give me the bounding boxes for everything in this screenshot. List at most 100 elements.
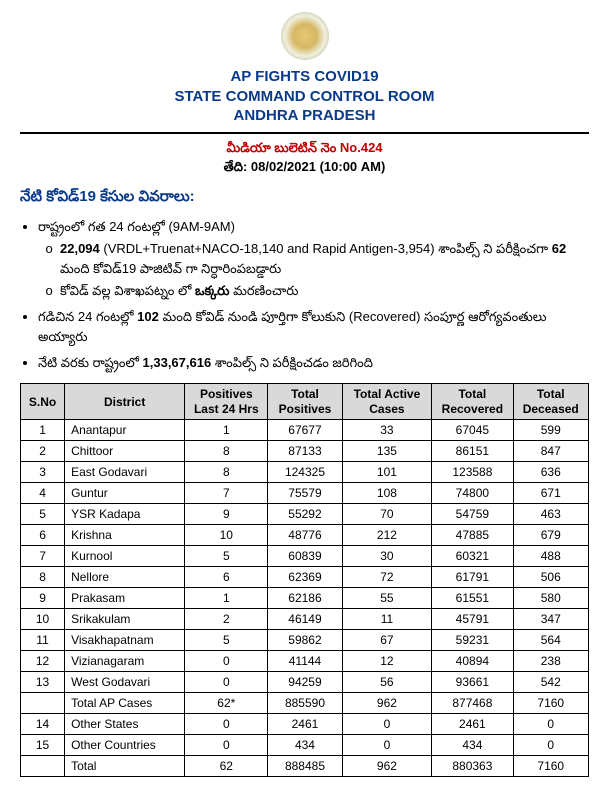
cell-value: 45791 <box>432 609 513 630</box>
cell-value: 61551 <box>432 588 513 609</box>
bullet-list: రాష్ట్రంలో గత 24 గంటల్లో (9AM-9AM) 22,09… <box>38 217 589 374</box>
cell-value: 0 <box>513 735 589 756</box>
col-totpos: Total Positives <box>268 384 342 420</box>
table-row: Total628884859628803637160 <box>21 756 589 777</box>
cell-value: 0 <box>513 714 589 735</box>
bullet-1-sub-2-b: మరణించారు <box>229 283 298 298</box>
cell-sno: 9 <box>21 588 65 609</box>
cell-value: 30 <box>342 546 432 567</box>
table-row: 7Kurnool5608393060321488 <box>21 546 589 567</box>
cell-value: 75579 <box>268 483 342 504</box>
cell-district: Other States <box>65 714 185 735</box>
cell-value: 67045 <box>432 420 513 441</box>
cell-value: 62369 <box>268 567 342 588</box>
table-row: 13West Godavari0942595693661542 <box>21 672 589 693</box>
cell-sno: 7 <box>21 546 65 567</box>
bullet-1-sub-1-mid: (VRDL+Truenat+NACO-18,140 and Rapid Anti… <box>100 241 552 256</box>
cell-value: 212 <box>342 525 432 546</box>
table-row: 14Other States02461024610 <box>21 714 589 735</box>
cell-district: Vizianagaram <box>65 651 185 672</box>
cell-value: 6 <box>185 567 268 588</box>
table-row: 1Anantapur1676773367045599 <box>21 420 589 441</box>
bullet-1-sub-2-a: కోవిడ్ వల్ల విశాఖపట్నం లో <box>60 283 195 298</box>
cell-sno: 1 <box>21 420 65 441</box>
cell-district: Other Countries <box>65 735 185 756</box>
cell-value: 72 <box>342 567 432 588</box>
cell-sno: 10 <box>21 609 65 630</box>
cell-value: 67 <box>342 630 432 651</box>
cell-value: 5 <box>185 546 268 567</box>
table-row: 3East Godavari8124325101123588636 <box>21 462 589 483</box>
date-value: 08/02/2021 (10:00 AM) <box>251 159 385 174</box>
cell-district: Guntur <box>65 483 185 504</box>
cell-district: Anantapur <box>65 420 185 441</box>
cell-value: 2461 <box>432 714 513 735</box>
cell-sno: 14 <box>21 714 65 735</box>
cell-value: 11 <box>342 609 432 630</box>
col-district: District <box>65 384 185 420</box>
bullet-3: నేటి వరకు రాష్ట్రంలో 1,33,67,616 శాంపిల్… <box>38 353 589 373</box>
cell-sno <box>21 693 65 714</box>
cell-district: Nellore <box>65 567 185 588</box>
table-head: S.No District Positives Last 24 Hrs Tota… <box>21 384 589 420</box>
cell-value: 67677 <box>268 420 342 441</box>
state-emblem-icon <box>281 12 329 60</box>
col-recovered: Total Recovered <box>432 384 513 420</box>
cell-value: 2 <box>185 609 268 630</box>
cell-value: 41144 <box>268 651 342 672</box>
cell-value: 124325 <box>268 462 342 483</box>
logo-wrap <box>20 12 589 63</box>
cell-value: 0 <box>342 735 432 756</box>
cell-value: 506 <box>513 567 589 588</box>
cell-value: 86151 <box>432 441 513 462</box>
samples-count: 22,094 <box>60 241 100 256</box>
bullet-1-sub-2: కోవిడ్ వల్ల విశాఖపట్నం లో ఒక్కరు మరణించా… <box>60 281 589 301</box>
cell-value: 542 <box>513 672 589 693</box>
table-row: 12Vizianagaram0411441240894238 <box>21 651 589 672</box>
cell-value: 347 <box>513 609 589 630</box>
table-row: 9Prakasam1621865561551580 <box>21 588 589 609</box>
cell-value: 61791 <box>432 567 513 588</box>
bullet-1-sub-1-tail: మంది కోవిడ్19 పాజిటివ్ గా నిర్ధారింపబడ్డ… <box>60 261 281 276</box>
col-pos24: Positives Last 24 Hrs <box>185 384 268 420</box>
cell-value: 10 <box>185 525 268 546</box>
header-line-2: STATE COMMAND CONTROL ROOM <box>20 87 589 107</box>
table-body: 1Anantapur16767733670455992Chittoor88713… <box>21 420 589 777</box>
cell-value: 48776 <box>268 525 342 546</box>
cell-district: East Godavari <box>65 462 185 483</box>
cell-value: 877468 <box>432 693 513 714</box>
cell-value: 1 <box>185 420 268 441</box>
cell-district: Total <box>65 756 185 777</box>
col-active: Total Active Cases <box>342 384 432 420</box>
table-row: 11Visakhapatnam5598626759231564 <box>21 630 589 651</box>
cell-value: 847 <box>513 441 589 462</box>
cell-value: 70 <box>342 504 432 525</box>
bullet-3-a: నేటి వరకు రాష్ట్రంలో <box>38 355 143 370</box>
cell-sno: 3 <box>21 462 65 483</box>
cell-value: 679 <box>513 525 589 546</box>
cell-sno: 2 <box>21 441 65 462</box>
cell-sno <box>21 756 65 777</box>
cell-district: Total AP Cases <box>65 693 185 714</box>
bulletin-date: తేది: 08/02/2021 (10:00 AM) <box>20 159 589 178</box>
cell-value: 463 <box>513 504 589 525</box>
bulletin-number: మీడియా బులెటిన్ నెం No.424 <box>20 140 589 159</box>
cell-district: Kurnool <box>65 546 185 567</box>
cell-value: 7160 <box>513 693 589 714</box>
cell-value: 62* <box>185 693 268 714</box>
section-heading: నేటి కోవిడ్19 కేసుల వివరాలు: <box>20 188 589 209</box>
header-line-3: ANDHRA PRADESH <box>20 106 589 126</box>
cell-sno: 12 <box>21 651 65 672</box>
header-line-1: AP FIGHTS COVID19 <box>20 67 589 87</box>
cell-value: 580 <box>513 588 589 609</box>
table-row: 8Nellore6623697261791506 <box>21 567 589 588</box>
cell-value: 60839 <box>268 546 342 567</box>
cell-value: 7 <box>185 483 268 504</box>
cell-value: 94259 <box>268 672 342 693</box>
cell-value: 434 <box>432 735 513 756</box>
cell-value: 74800 <box>432 483 513 504</box>
cell-value: 135 <box>342 441 432 462</box>
cell-value: 0 <box>185 672 268 693</box>
cell-value: 2461 <box>268 714 342 735</box>
cell-value: 9 <box>185 504 268 525</box>
